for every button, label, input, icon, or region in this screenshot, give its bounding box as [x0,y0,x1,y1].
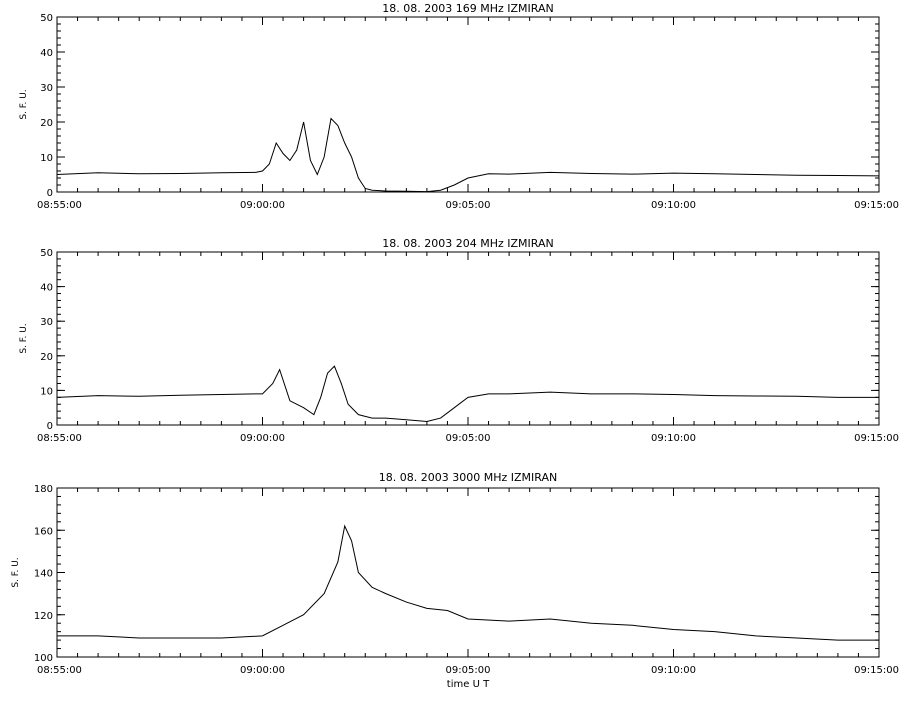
y-tick-label: 20 [40,352,53,363]
y-tick-label: 50 [40,13,53,24]
y-tick-label: 10 [40,386,53,397]
x-tick-label: 09:15:00 [854,433,899,444]
y-tick-label: 100 [34,653,53,664]
series-line-1 [57,524,879,641]
chart-panel-3: 18. 08. 2003 3000 MHz IZMIRAN S. F. U. tim… [11,471,899,690]
chart-panel-1: 18. 08. 2003 169 MHz IZMIRAN S. F. U. 0 10 2… [19,2,899,211]
x-tick-label: 09:10:00 [651,433,696,444]
y-tick-label: 180 [34,484,53,495]
y-tick-label: 120 [34,611,53,622]
x-tick-label: 08:55:00 [37,665,82,676]
plot-frame [56,487,880,658]
x-tick-label: 09:10:00 [651,665,696,676]
x-tick-label: 09:00:00 [240,200,285,211]
chart-title: 18. 08. 2003 3000 MHz IZMIRAN [379,471,557,484]
y-tick-label: 0 [47,188,53,199]
y-tick-label: 20 [40,118,53,129]
y-axis-label: S. F. U. [19,89,29,119]
x-tick-label: 09:00:00 [240,665,285,676]
series-line-1 [56,365,879,423]
x-tick-label: 09:15:00 [854,200,899,211]
series-line-1 [56,117,880,193]
y-tick-label: 140 [34,569,53,580]
y-axis-label: S. F. U. [11,557,21,587]
chart-title: 18. 08. 2003 169 MHz IZMIRAN [382,2,553,15]
y-tick-label: 0 [47,421,53,432]
x-tick-label: 08:55:00 [37,200,82,211]
x-tick-label: 08:55:00 [37,433,82,444]
x-tick-label: 09:05:00 [446,200,491,211]
x-tick-label: 09:10:00 [651,200,696,211]
plot-frame [56,251,880,426]
chart-panel-2: 18. 08. 2003 204 MHz IZMIRAN S. F. U. 0 10 2… [19,237,899,444]
x-tick-label: 09:00:00 [240,433,285,444]
y-tick-label: 30 [40,317,53,328]
y-axis-label: S. F. U. [19,323,29,353]
x-axis-label: time U T [447,679,490,690]
y-tick-label: 40 [40,48,53,59]
y-tick-label: 40 [40,283,53,294]
x-tick-label: 09:15:00 [854,665,899,676]
y-tick-label: 30 [40,83,53,94]
y-tick-label: 10 [40,153,53,164]
y-tick-label: 50 [40,248,53,259]
x-tick-label: 09:05:00 [446,665,491,676]
y-tick-label: 160 [34,526,53,537]
chart-title: 18. 08. 2003 204 MHz IZMIRAN [382,237,553,250]
plot-frame [56,16,880,193]
x-tick-label: 09:05:00 [446,433,491,444]
